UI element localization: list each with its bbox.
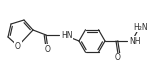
Text: NH: NH bbox=[129, 37, 140, 45]
Text: H₂N: H₂N bbox=[134, 22, 148, 32]
Text: O: O bbox=[45, 44, 51, 54]
Text: HN: HN bbox=[61, 30, 73, 40]
Text: O: O bbox=[15, 42, 21, 50]
Text: O: O bbox=[115, 54, 121, 62]
